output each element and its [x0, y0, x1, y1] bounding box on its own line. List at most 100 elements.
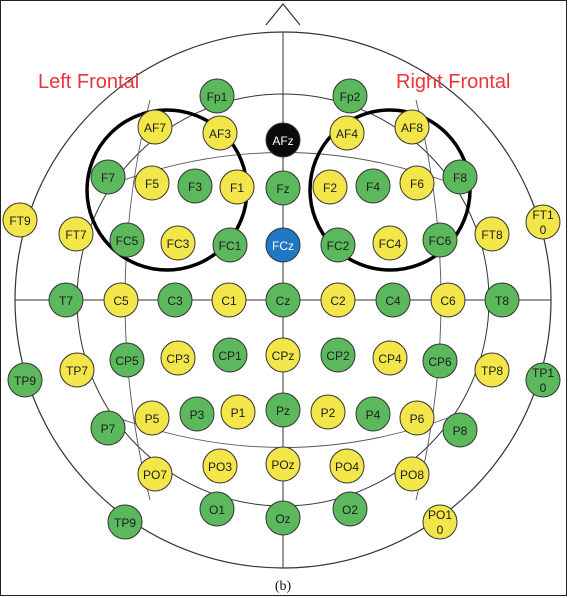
electrode-label: FC1: [219, 239, 242, 253]
electrode-cp5: CP5: [109, 342, 145, 378]
electrode-marker: [179, 396, 215, 432]
electrode-label: PO7: [143, 468, 167, 482]
electrode-label: FC3: [167, 237, 190, 251]
electrode-marker: [355, 168, 391, 204]
electrode-f2: F2: [312, 169, 348, 205]
electrode-marker: [7, 362, 43, 398]
electrode-marker: [332, 491, 368, 527]
electrode-marker: [219, 169, 255, 205]
electrode-f3: F3: [177, 168, 213, 204]
electrode-marker: [157, 282, 193, 318]
electrode-t7: T7: [48, 282, 84, 318]
electrode-marker: [422, 504, 458, 540]
right-frontal-label: Right Frontal: [396, 71, 511, 93]
electrode-marker: [394, 109, 430, 145]
electrode-fc6: FC6: [422, 222, 458, 258]
electrode-label: C4: [385, 294, 401, 308]
electrode-o1: O1: [199, 491, 235, 527]
electrode-poz: POz: [265, 446, 301, 482]
electrode-p5: P5: [134, 400, 170, 436]
electrode-c1: C1: [211, 282, 247, 318]
electrode-layer: Fp1 Fp2 AF7 AF3 AFz AF4 AF8 F7 F5 F3 F1 Fz F2 F4 F6 F8 F…: [2, 78, 561, 540]
electrode-c4: C4: [375, 282, 411, 318]
electrode-marker: [442, 412, 478, 448]
electrode-marker: [2, 202, 38, 238]
electrode-label: TP9: [114, 516, 136, 530]
electrode-label: F8: [453, 171, 467, 185]
electrode-o2: O2: [332, 491, 368, 527]
electrode-marker: [484, 282, 520, 318]
electrode-po10: PO1 0: [422, 504, 458, 540]
electrode-label: P1: [231, 406, 246, 420]
electrode-label: Fp2: [340, 90, 361, 104]
electrode-p7: P7: [90, 410, 126, 446]
electrode-marker: [265, 122, 301, 158]
electrode-label: Cz: [276, 294, 291, 308]
electrode-marker: [312, 169, 348, 205]
electrode-po4: PO4: [329, 448, 365, 484]
electrode-marker: [525, 362, 561, 398]
electrode-afz: AFz: [265, 122, 301, 158]
electrode-oz: Oz: [265, 500, 301, 536]
electrode-label: C5: [113, 294, 129, 308]
electrode-marker: [320, 337, 356, 373]
electrode-f1: F1: [219, 169, 255, 205]
electrode-marker: [103, 282, 139, 318]
electrode-label: C6: [440, 294, 456, 308]
electrode-af4: AF4: [329, 115, 365, 151]
electrode-marker: [212, 337, 248, 373]
electrode-af7: AF7: [137, 109, 173, 145]
electrode-po7: PO7: [137, 456, 173, 492]
electrode-fz: Fz: [265, 170, 301, 206]
electrode-label: F5: [145, 177, 159, 191]
electrode-f5: F5: [134, 165, 170, 201]
electrode-marker: [372, 225, 408, 261]
electrode-marker: [90, 410, 126, 446]
electrode-label: CP5: [115, 354, 139, 368]
electrode-marker: [525, 204, 561, 240]
electrode-fp1: Fp1: [199, 78, 235, 114]
electrode-cz: Cz: [265, 282, 301, 318]
electrode-fcz: FCz: [265, 227, 301, 263]
electrode-marker: [177, 168, 213, 204]
electrode-label: P8: [453, 424, 468, 438]
electrode-marker: [107, 504, 143, 540]
electrode-label: FT9: [9, 214, 31, 228]
electrode-c2: C2: [320, 282, 356, 318]
electrode-marker: [329, 115, 365, 151]
electrode-marker: [90, 159, 126, 195]
electrode-marker: [265, 337, 301, 373]
electrode-label: FC6: [429, 234, 452, 248]
electrode-marker: [474, 216, 510, 252]
electrode-p6: P6: [399, 400, 435, 436]
electrode-marker: [265, 170, 301, 206]
electrode-marker: [202, 115, 238, 151]
electrode-fc4: FC4: [372, 225, 408, 261]
electrode-label: FT7: [65, 228, 87, 242]
electrode-marker: [137, 456, 173, 492]
electrode-tp9b: TP9: [107, 504, 143, 540]
electrode-label: PO1 0: [428, 508, 452, 537]
electrode-p4: P4: [355, 396, 391, 432]
electrode-cp3: CP3: [160, 340, 196, 376]
electrode-marker: [265, 446, 301, 482]
electrode-label: CP2: [326, 349, 350, 363]
electrode-label: C3: [167, 294, 183, 308]
electrode-label: P4: [366, 408, 381, 422]
electrode-label: CP1: [218, 349, 242, 363]
electrode-marker: [199, 78, 235, 114]
electrode-p3: P3: [179, 396, 215, 432]
electrode-marker: [355, 396, 391, 432]
electrode-marker: [320, 282, 356, 318]
electrode-label: AF3: [209, 127, 231, 141]
electrode-label: FT8: [481, 228, 503, 242]
electrode-f6: F6: [399, 165, 435, 201]
electrode-c3: C3: [157, 282, 193, 318]
electrode-fp2: Fp2: [332, 78, 368, 114]
electrode-marker: [202, 448, 238, 484]
electrode-marker: [58, 216, 94, 252]
electrode-label: F1: [230, 181, 244, 195]
electrode-marker: [48, 282, 84, 318]
